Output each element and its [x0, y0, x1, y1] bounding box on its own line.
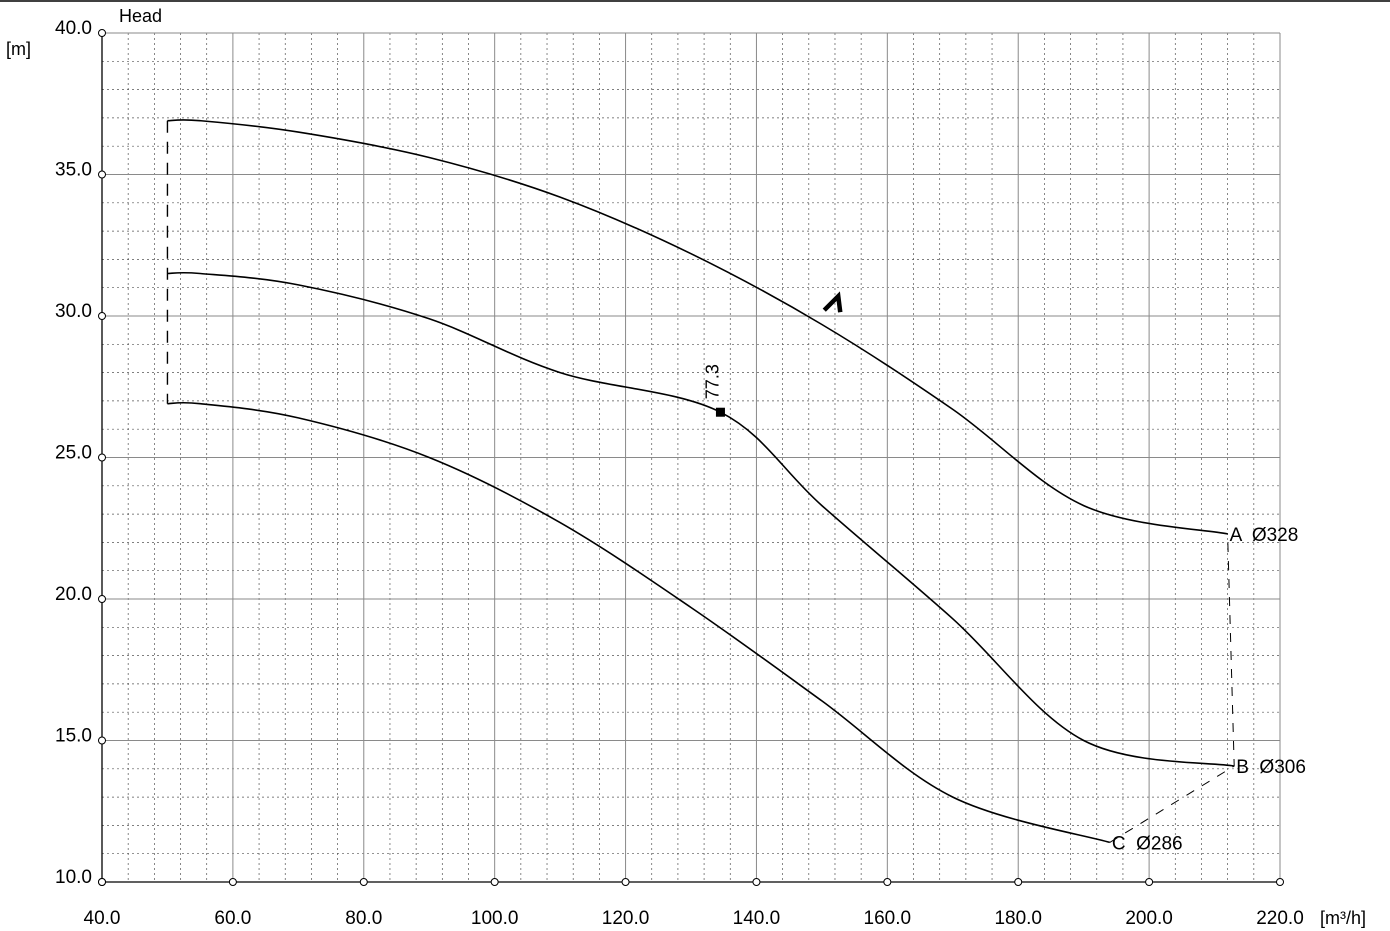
- y-tick-label: 20.0: [55, 584, 92, 605]
- x-tick-label: 220.0: [1256, 908, 1304, 929]
- curve-b: [167, 271, 1235, 767]
- series-curves: A Ø328 B Ø306 C Ø286: [167, 119, 1306, 854]
- y-tick-marker: [98, 453, 106, 462]
- x-tick-label: 80.0: [345, 908, 382, 929]
- x-tick-label: 140.0: [733, 908, 781, 929]
- y-tick-marker: [98, 736, 106, 745]
- y-tick-label: 30.0: [55, 301, 92, 322]
- x-tick-label: 120.0: [602, 908, 650, 929]
- operating-point: [715, 407, 725, 417]
- x-tick-marker: [752, 878, 761, 886]
- x-tick-label: 160.0: [864, 908, 912, 929]
- x-tick-marker: [228, 878, 237, 886]
- operating-point-label: 77.3: [703, 364, 723, 399]
- y-tick-marker: [98, 170, 106, 179]
- x-tick-marker: [98, 878, 106, 886]
- annotations: 77.3: [166, 120, 1235, 843]
- x-tick-marker: [1276, 878, 1284, 886]
- x-tick-marker: [359, 878, 368, 886]
- end-of-curve-line: [1109, 533, 1235, 843]
- y-tick-labels: 10.0 15.0 20.0 25.0 30.0 35.0 40.0: [55, 18, 106, 888]
- y-tick-label: 15.0: [55, 726, 92, 747]
- x-tick-marker: [883, 878, 892, 886]
- x-tick-marker: [1014, 878, 1023, 886]
- y-tick-marker: [98, 29, 106, 37]
- x-axis-unit: [m³/h]: [1320, 908, 1366, 928]
- grid: [101, 32, 1281, 883]
- curve-a: [167, 119, 1228, 535]
- y-axis-title: Head: [119, 6, 162, 26]
- curve-label-c: C Ø286: [1112, 833, 1183, 854]
- x-tick-labels: 40.0 60.0 80.0 100.0 120.0 140.0 160.0 180.0 200…: [84, 878, 1304, 929]
- curve-c: [167, 401, 1111, 844]
- x-tick-marker: [1145, 878, 1154, 886]
- x-tick-label: 100.0: [471, 908, 519, 929]
- y-tick-label: 25.0: [55, 443, 92, 464]
- x-tick-label: 40.0: [84, 908, 121, 929]
- x-tick-marker: [621, 878, 630, 886]
- x-tick-label: 60.0: [214, 908, 251, 929]
- x-tick-marker: [490, 878, 499, 886]
- x-tick-label: 200.0: [1125, 908, 1173, 929]
- curve-label-b: B Ø306: [1236, 757, 1306, 778]
- y-tick-marker: [98, 312, 106, 320]
- curve-label-a: A Ø328: [1230, 525, 1299, 546]
- arrow-marker: [822, 291, 843, 313]
- y-tick-label: 10.0: [55, 867, 92, 888]
- y-tick-label: 35.0: [55, 160, 92, 181]
- y-axis-unit: [m]: [6, 39, 31, 59]
- y-tick-marker: [98, 595, 106, 603]
- y-tick-label: 40.0: [55, 18, 92, 39]
- x-tick-label: 180.0: [994, 908, 1042, 929]
- axes: [0, 0, 1390, 883]
